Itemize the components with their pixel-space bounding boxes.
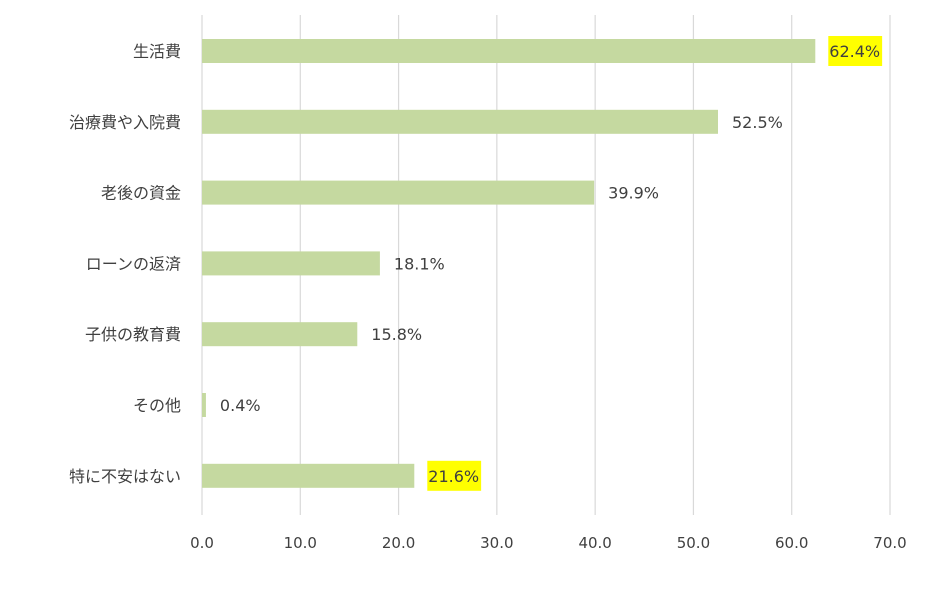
- label-highlight: [828, 36, 883, 66]
- data-label: 15.8%: [371, 325, 422, 344]
- bars: [202, 39, 816, 488]
- category-label: ローンの返済: [86, 254, 181, 273]
- bar: [202, 322, 358, 347]
- bar: [202, 109, 718, 134]
- data-label: 21.6%: [428, 467, 479, 486]
- x-tick-label: 70.0: [873, 534, 906, 552]
- data-labels: 62.4% 52.5% 39.9% 18.1% 15.8% 0.4% 21.6%: [220, 42, 880, 486]
- category-label: その他: [133, 396, 181, 415]
- category-label: 治療費や入院費: [69, 113, 181, 132]
- bar: [202, 463, 415, 488]
- x-tick-labels: 0.0 10.0 20.0 30.0 40.0 50.0 60.0 70.0: [190, 534, 907, 552]
- category-label: 特に不安はない: [69, 467, 181, 486]
- label-highlights: [427, 36, 883, 491]
- x-tick-label: 30.0: [480, 534, 513, 552]
- x-tick-label: 40.0: [578, 534, 611, 552]
- x-tick-label: 0.0: [190, 534, 214, 552]
- data-label: 39.9%: [608, 184, 659, 203]
- data-label: 18.1%: [394, 254, 445, 273]
- bar: [202, 39, 816, 63]
- x-tick-label: 10.0: [284, 534, 317, 552]
- x-tick-label: 60.0: [775, 534, 808, 552]
- category-label: 老後の資金: [101, 184, 181, 203]
- x-tick-label: 50.0: [677, 534, 710, 552]
- data-label: 0.4%: [220, 396, 261, 415]
- data-label: 62.4%: [829, 42, 880, 61]
- category-label: 子供の教育費: [85, 325, 181, 344]
- label-highlight: [427, 460, 482, 491]
- bar: [202, 251, 380, 276]
- x-tick-label: 20.0: [382, 534, 415, 552]
- bar: [202, 393, 206, 417]
- bar: [202, 180, 595, 205]
- data-label: 52.5%: [732, 113, 783, 132]
- category-label: 生活費: [133, 42, 181, 61]
- grid-lines: [201, 15, 891, 515]
